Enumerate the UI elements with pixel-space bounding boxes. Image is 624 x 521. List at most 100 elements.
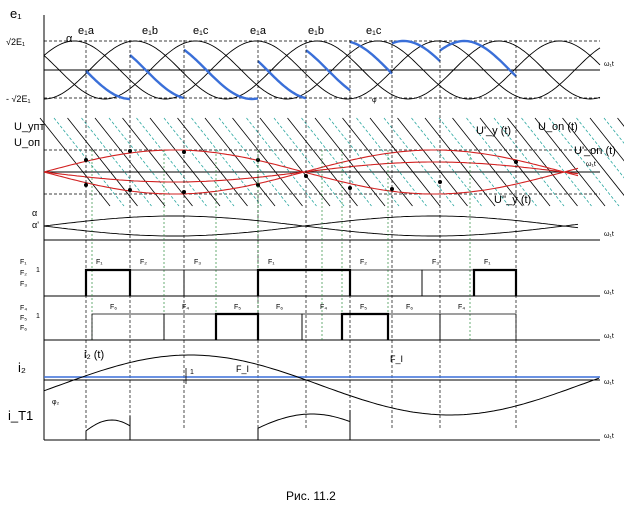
control-ramp-teal: [81, 117, 152, 207]
f-upper-pulse: [472, 268, 518, 296]
control-ramp: [204, 117, 276, 207]
f-upper-pulse-label: F₁: [484, 259, 491, 266]
current-curve-label: i₂ (t): [84, 349, 104, 361]
control-ramp-teal: [136, 117, 207, 207]
f-lower-pulse-label: F₅: [234, 304, 241, 311]
control-red-curve: [43, 149, 579, 195]
phase-phi: φ: [372, 97, 377, 104]
f-upper-pulse: [421, 269, 475, 296]
control-uy-2: U''_y (t): [494, 194, 531, 206]
f-upper-pulse-label: F₂: [140, 259, 147, 266]
phase-bottom-level: - √2E₁: [6, 94, 30, 104]
control-ramp: [259, 117, 331, 207]
control-ramp: [287, 117, 358, 207]
control-red-curves: [43, 149, 579, 195]
control-ramp: [67, 117, 138, 207]
f-lower-pulse: [439, 313, 517, 340]
f-lower-pulse: [387, 313, 441, 340]
control-ramp-teal: [438, 117, 510, 207]
control-ramp-teal: [246, 117, 317, 207]
control-ramp: [232, 117, 303, 207]
f-upper-pulse-labels: F₁ F₂ F₃ F₁ F₂ F₃ F₁: [96, 259, 491, 266]
phase-y-label: e₁: [10, 6, 22, 21]
control-ramp: [534, 117, 606, 207]
control-ramp: [149, 117, 221, 207]
axis-omega-t: ω₁t: [604, 231, 614, 238]
control-ramp-teal: [603, 117, 624, 144]
control-ramp: [589, 117, 624, 162]
current-y-label: i₂: [18, 360, 26, 375]
control-ramp-teal: [301, 117, 372, 207]
phase-alpha: α: [66, 33, 73, 45]
control-ramp: [369, 117, 441, 207]
phase-highlight-segment: [257, 60, 307, 100]
control-ramp: [507, 117, 578, 207]
axis-omega-t: ω₁t: [586, 161, 596, 168]
control-ramp-teal: [273, 117, 345, 207]
control-ramp: [122, 117, 193, 207]
f-lower-pulse-label: F₅: [360, 304, 367, 311]
it-y-label: i_T1: [8, 408, 33, 423]
control-ramp: [342, 117, 413, 207]
f-upper-level: 1: [36, 267, 40, 274]
control-ramp-teal: [493, 117, 565, 207]
phase-highlight-segment: [129, 54, 185, 100]
figure-caption: Рис. 11.2: [286, 489, 336, 503]
control-y-label-2: U_оп: [14, 137, 40, 149]
axis-omega-t: ω₁t: [604, 289, 614, 296]
control-ramp-teal: [521, 117, 592, 207]
control-ramp: [617, 117, 624, 127]
alpha-curves: [43, 215, 579, 237]
f-upper-pulse-label: F₂: [360, 259, 367, 266]
phase-highlight-segment: [305, 49, 351, 92]
control-red-curve: [43, 149, 579, 195]
f-upper-pulses: [84, 268, 518, 296]
control-uon: U_on (t): [538, 121, 578, 133]
control-ramp: [452, 117, 523, 207]
it1-curve: [85, 410, 351, 440]
alpha-curve: [43, 215, 579, 227]
control-ramp-teal: [576, 117, 624, 179]
axis-omega-t: ω₁t: [604, 61, 614, 68]
phase-label: e₁a: [78, 25, 95, 37]
f-lower-pulse-label: F₆: [110, 304, 117, 311]
phase-sine: [43, 40, 601, 100]
f-lower-pulse-label: F₆: [276, 304, 283, 311]
control-ramp-teal: [108, 117, 180, 207]
phase-highlight-segment: [391, 39, 441, 62]
phase-highlight-segment: [439, 39, 517, 78]
intersection-dot: [390, 187, 394, 191]
f-upper-pulse-label: F₁: [268, 259, 275, 266]
control-uon-prime: U'_on (t): [574, 145, 616, 157]
f-upper-pulse-label: F₁: [96, 259, 103, 266]
f-lower-pulse: [163, 313, 217, 340]
f-lower-pulses: [91, 312, 517, 340]
phase-label: e₁a: [250, 25, 267, 37]
f-lower-level: 1: [36, 313, 40, 320]
f-upper-pulse: [256, 268, 352, 296]
f-lower-label: F₅: [20, 315, 27, 322]
guide-lines-black: [85, 40, 517, 430]
f-lower-pulse-label: F₄: [320, 304, 327, 311]
f-upper-pulse: [183, 269, 259, 296]
phase-highlight: [85, 39, 517, 101]
current-curves: [43, 354, 600, 416]
f-lower-pulse: [257, 313, 303, 340]
it1-pulse: [85, 416, 131, 440]
f-upper-pulse-label: F₃: [194, 259, 201, 266]
phase-sine: [43, 40, 601, 100]
phase-label: e₁b: [142, 25, 158, 37]
phase-top-level: √2E₁: [6, 37, 25, 47]
control-ramp-teal: [356, 117, 427, 207]
control-ramps-black: [39, 117, 624, 207]
control-ramp-teal: [328, 117, 400, 207]
f-lower-pulse: [214, 312, 260, 340]
f-lower-label: F₆: [20, 325, 27, 332]
f-upper-pulse-label: F₃: [432, 259, 439, 266]
control-ramp: [39, 117, 111, 207]
f-lower-pulse-label: F₆: [406, 304, 413, 311]
f-upper-pulse: [84, 268, 132, 296]
control-ramp: [562, 117, 624, 196]
control-ramp-teal: [548, 117, 620, 207]
